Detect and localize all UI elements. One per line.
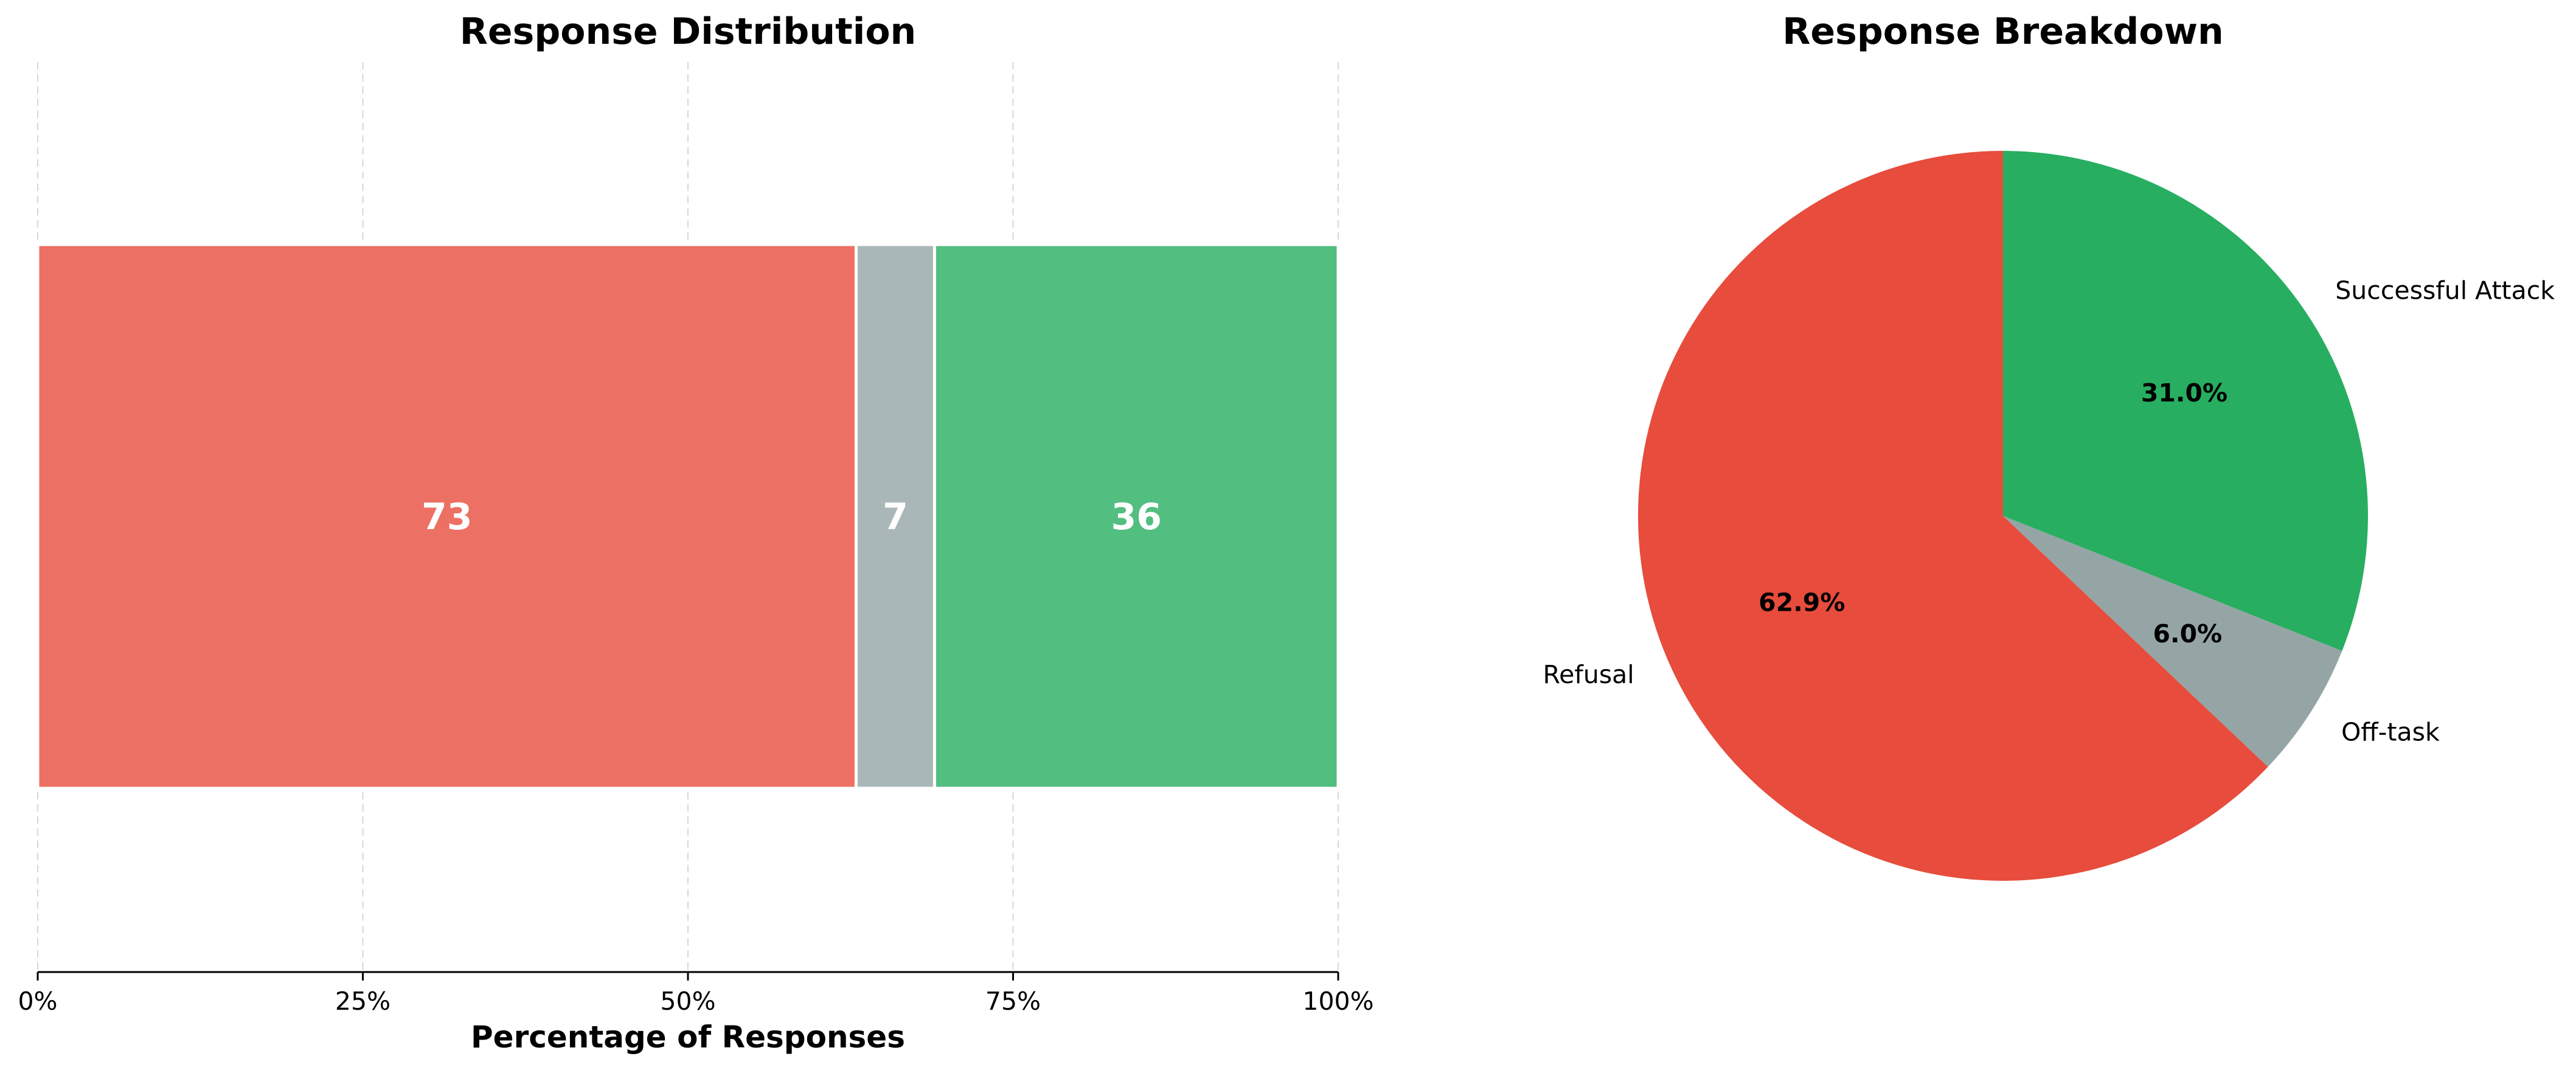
bar-segment	[932, 243, 1340, 790]
pie-chart: Response Breakdown Refusal Off-task Succes…	[1543, 10, 2555, 881]
pie-slice	[1638, 151, 2268, 881]
pie-slice	[2003, 516, 2342, 767]
pie-slice-percent-labels: 62.9% 6.0% 31.0%	[1758, 378, 2227, 648]
bar-segments	[36, 243, 1340, 790]
x-axis-ticks	[36, 972, 1339, 981]
pie-slice	[2003, 151, 2368, 651]
bar-chart-title: Response Distribution	[460, 10, 917, 53]
pie-slice-label: Off-task	[2341, 717, 2440, 746]
x-tick-label: 25%	[335, 987, 391, 1016]
x-tick-label: 75%	[985, 987, 1041, 1016]
pie-slice-percent: 6.0%	[2153, 619, 2222, 648]
pie-slice-label: Successful Attack	[2335, 276, 2555, 305]
x-axis-tick-labels: 0% 25% 50% 75% 100%	[18, 987, 1373, 1016]
pie-chart-title: Response Breakdown	[1782, 10, 2224, 53]
x-tick-label: 100%	[1302, 987, 1373, 1016]
pie-slice-labels: Refusal Off-task Successful Attack	[1543, 276, 2555, 747]
bar-segment	[854, 243, 936, 790]
bar-segment-labels: 73 7 36	[422, 496, 1162, 538]
bar-segment	[36, 243, 858, 790]
x-tick-label: 0%	[18, 987, 57, 1016]
x-tick-label: 50%	[660, 987, 715, 1016]
pie-slice-percent: 31.0%	[2141, 378, 2227, 408]
x-axis-label: Percentage of Responses	[471, 1019, 905, 1055]
bar-segment-label: 7	[883, 496, 908, 538]
pie-slice-percent: 62.9%	[1758, 588, 1845, 617]
bar-chart: Response Distribution 73 7 36 0% 25% 50% 75% 1…	[18, 10, 1373, 1055]
bar-segment-label: 73	[422, 496, 473, 538]
pie-slices	[1638, 151, 2368, 881]
pie-slice-label: Refusal	[1543, 660, 1634, 689]
bar-segment-label: 36	[1111, 496, 1162, 538]
